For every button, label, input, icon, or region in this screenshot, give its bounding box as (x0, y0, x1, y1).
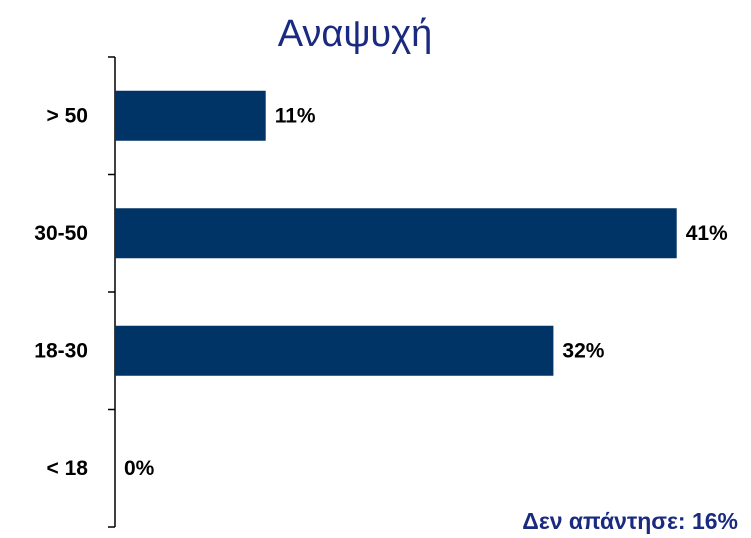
annotation: Δεν απάντησε: 16% (522, 508, 738, 534)
bar (115, 208, 677, 259)
value-label: 11% (275, 104, 316, 127)
category-label: > 50 (47, 104, 88, 127)
value-label: 0% (124, 457, 155, 480)
value-label: 32% (562, 339, 604, 362)
bar (115, 325, 554, 376)
category-label: 30-50 (34, 222, 88, 245)
bar (115, 90, 266, 141)
value-label: 41% (686, 222, 728, 245)
category-label: 18-30 (34, 339, 88, 362)
chart-title: Αναψυχή (278, 13, 433, 55)
category-label: < 18 (47, 457, 89, 480)
